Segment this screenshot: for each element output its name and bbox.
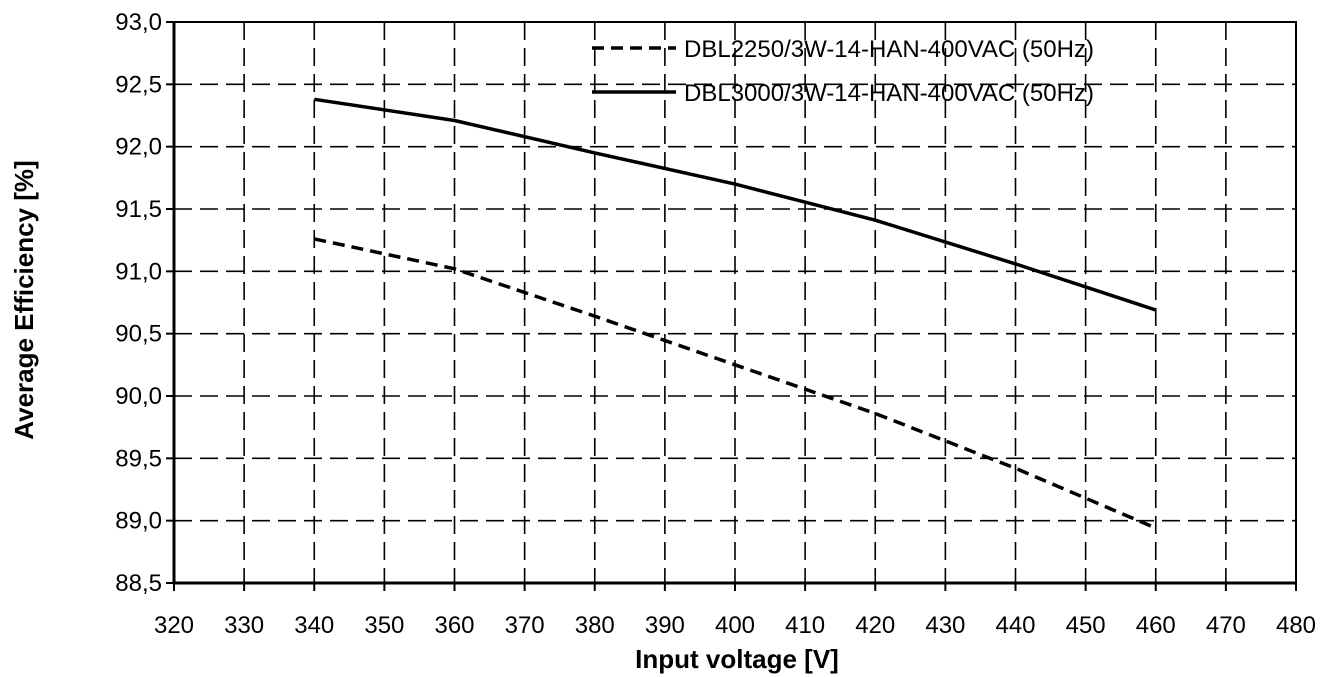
x-tick-label: 470	[1206, 612, 1246, 639]
x-tick-label: 420	[855, 612, 895, 639]
x-tick-label: 360	[434, 612, 474, 639]
x-tick-label: 370	[505, 612, 545, 639]
data-point-s1	[1015, 467, 1016, 469]
x-tick-label: 380	[575, 612, 615, 639]
data-point-s2	[1015, 263, 1016, 265]
legend-label-2: DBL3000/3W-14-HAN-400VAC (50Hz)	[684, 80, 1094, 107]
y-axis-title: Average Efficiency [%]	[9, 160, 39, 439]
data-point-s2	[594, 152, 596, 154]
y-tick-label: 93,0	[115, 9, 162, 36]
data-point-s1	[454, 268, 455, 270]
data-point-s1	[313, 238, 315, 240]
y-tick-label: 89,0	[115, 508, 162, 535]
data-point-s1	[734, 364, 736, 366]
y-tick-label: 92,0	[115, 134, 162, 161]
y-tick-label: 89,5	[115, 445, 162, 472]
data-point-s1	[874, 412, 876, 414]
data-point-s2	[1155, 309, 1157, 311]
x-tick-label: 480	[1276, 612, 1316, 639]
y-tick-label: 91,0	[115, 258, 162, 285]
y-tick-label: 90,0	[115, 383, 162, 410]
y-tick-label: 92,5	[115, 71, 162, 98]
x-tick-label: 330	[224, 612, 264, 639]
data-point-s1	[594, 315, 596, 317]
x-tick-label: 350	[364, 612, 404, 639]
x-tick-label: 460	[1136, 612, 1176, 639]
x-axis-title: Input voltage [V]	[635, 644, 839, 674]
y-axis-ticks: 93,0 92,5 92,0 91,5 91,0 90,5 90,0 89,5 89,0 88,5	[115, 9, 174, 597]
x-tick-label: 400	[715, 612, 755, 639]
legend-label-1: DBL2250/3W-14-HAN-400VAC (50Hz)	[684, 36, 1094, 63]
y-tick-label: 91,5	[115, 196, 162, 223]
x-tick-label: 450	[1066, 612, 1106, 639]
data-point-s2	[874, 219, 876, 221]
grid	[174, 22, 1296, 583]
x-axis-ticks: 320 330 340 350 360 370 380 390 400 410 420 430 440 4…	[154, 583, 1316, 639]
data-point-s2	[734, 183, 736, 185]
x-tick-label: 440	[995, 612, 1035, 639]
x-tick-label: 410	[785, 612, 825, 639]
legend: DBL2250/3W-14-HAN-400VAC (50Hz) DBL3000/3…	[592, 36, 1094, 107]
x-tick-label: 340	[294, 612, 334, 639]
series-lines	[313, 97, 1157, 530]
x-tick-label: 390	[645, 612, 685, 639]
y-tick-label: 90,5	[115, 321, 162, 348]
y-tick-label: 88,5	[115, 570, 162, 597]
data-point-s1	[1155, 527, 1157, 529]
x-tick-label: 430	[925, 612, 965, 639]
x-tick-label: 320	[154, 612, 194, 639]
data-point-s2	[454, 119, 455, 121]
data-point-s2	[313, 98, 315, 100]
